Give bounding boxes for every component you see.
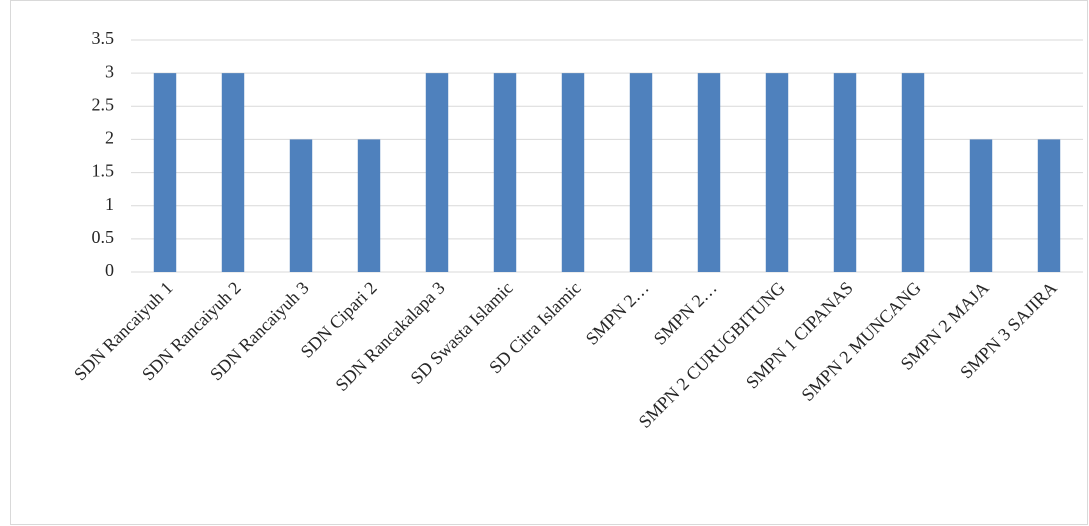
bar [697,73,721,273]
bar [561,73,585,273]
bar [221,73,245,273]
y-tick-label: 1 [105,194,114,214]
y-tick-label: 3.5 [92,28,115,48]
bar [901,73,925,273]
y-tick-label: 1.5 [92,161,115,181]
y-tick-label: 0 [105,260,114,280]
bar [153,73,177,273]
bar [425,73,449,273]
y-tick-label: 2 [105,128,114,148]
y-tick-label: 0.5 [92,227,115,247]
bar [969,139,993,272]
bar [357,139,381,272]
bar [493,73,517,273]
y-tick-label: 3 [105,61,114,81]
bar [1037,139,1061,272]
bar [629,73,653,273]
bar [765,73,789,273]
bar [289,139,313,272]
bar [833,73,857,273]
y-tick-label: 2.5 [92,94,115,114]
